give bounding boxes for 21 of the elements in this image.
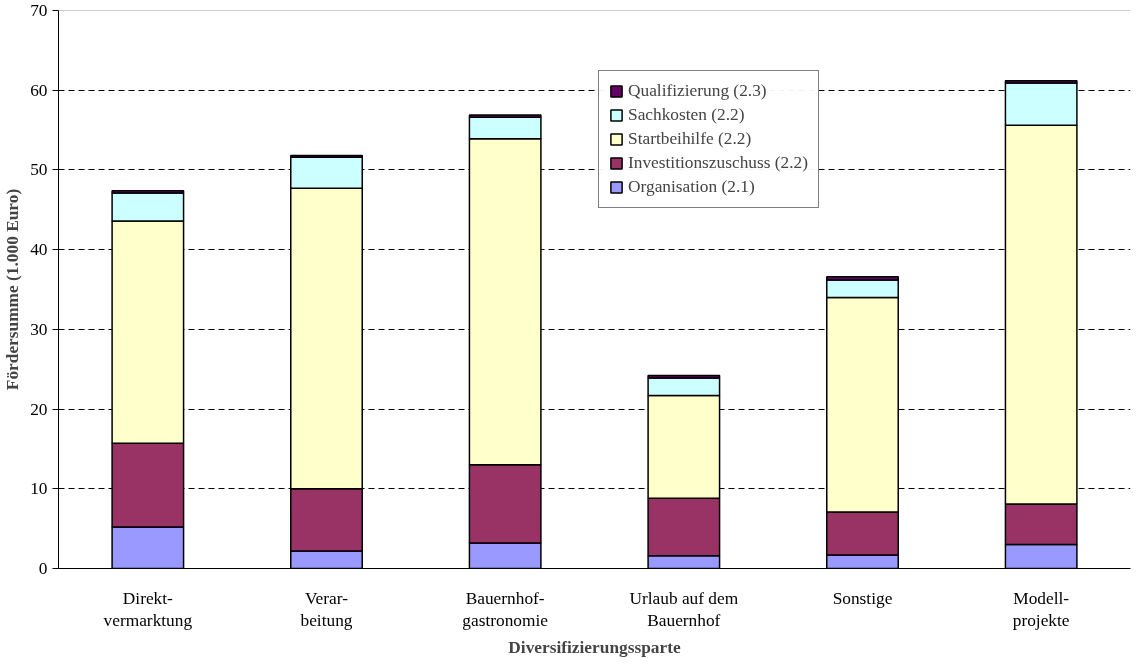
x-axis-title: Diversifizierungssparte — [508, 638, 681, 658]
y-tick-label: 20 — [30, 399, 48, 419]
x-tick-label: Modell- projekte — [1012, 588, 1070, 631]
legend-label: Investitionszuschuss (2.2) — [628, 153, 808, 173]
x-tick-label: Urlaub auf dem Bauernhof — [629, 588, 739, 631]
y-tick-label: 0 — [38, 559, 48, 578]
x-tick-label: Bauernhof- gastronomie — [462, 588, 549, 631]
y-tick-label: 40 — [30, 240, 48, 260]
y-tick-label: 70 — [30, 1, 48, 20]
x-tick-label: Sonstige — [832, 588, 893, 608]
legend-label: Sachkosten (2.2) — [628, 105, 745, 125]
y-tick-label: 30 — [30, 319, 48, 339]
x-tick-label: Direkt- vermarktung — [103, 588, 193, 631]
x-tick-label: Verar- beitung — [300, 588, 353, 631]
y-tick-label: 10 — [30, 479, 48, 499]
legend-label: Organisation (2.1) — [628, 177, 755, 197]
y-axis-title: Fördersumme (1.000 Euro) — [3, 188, 23, 391]
legend-label: Qualifizierung (2.3) — [628, 81, 767, 101]
legend-label: Startbeihilfe (2.2) — [628, 129, 752, 149]
y-tick-label: 50 — [30, 160, 48, 180]
y-tick-label: 60 — [30, 80, 48, 100]
